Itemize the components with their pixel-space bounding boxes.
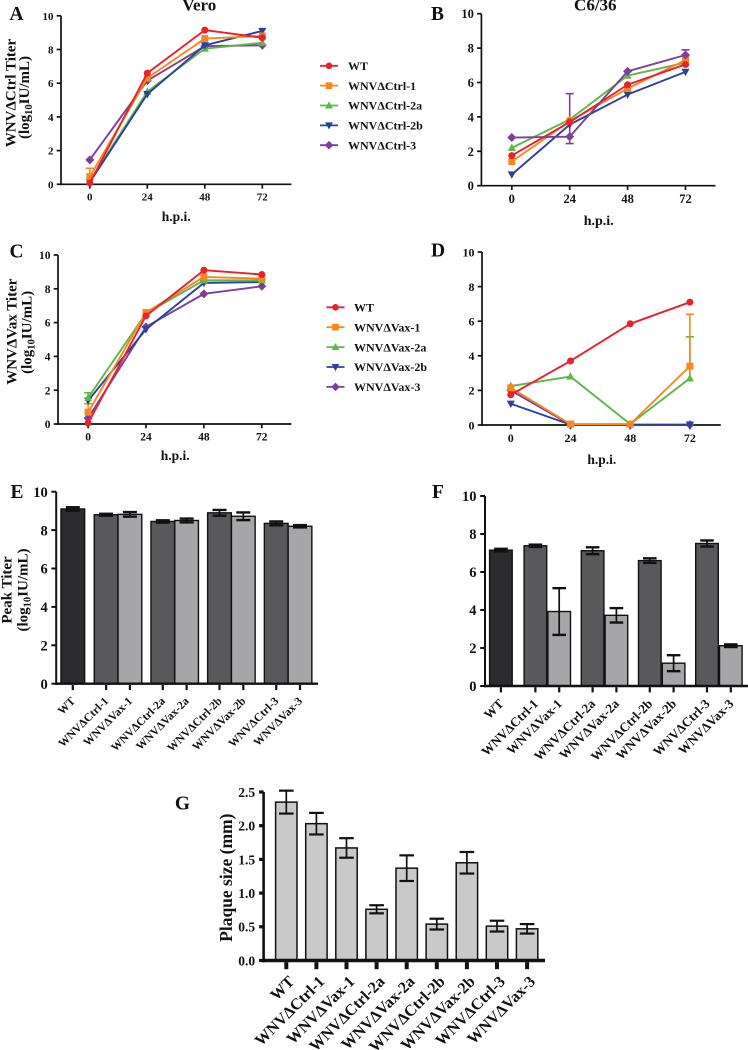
svg-text:B: B (431, 4, 444, 25)
svg-text:1.5: 1.5 (238, 852, 255, 867)
svg-text:10: 10 (43, 11, 55, 23)
svg-text:2.5: 2.5 (238, 785, 255, 800)
svg-text:24: 24 (142, 192, 154, 204)
svg-text:10: 10 (39, 250, 51, 262)
svg-text:4: 4 (48, 112, 54, 124)
svg-text:2: 2 (469, 384, 475, 398)
svg-text:0: 0 (509, 192, 515, 206)
svg-text:8: 8 (468, 42, 474, 56)
svg-text:0: 0 (469, 418, 475, 432)
svg-text:0: 0 (85, 432, 91, 444)
svg-text:WNVΔVax Titer: WNVΔVax Titer (4, 278, 20, 385)
svg-text:8: 8 (48, 45, 54, 57)
svg-text:10: 10 (463, 245, 475, 259)
svg-text:6: 6 (45, 318, 51, 330)
svg-text:WNVΔCtrl Titer: WNVΔCtrl Titer (3, 38, 19, 147)
svg-text:4: 4 (469, 603, 476, 619)
svg-text:4: 4 (45, 352, 51, 364)
svg-text:6: 6 (40, 562, 47, 578)
svg-text:2.0: 2.0 (238, 819, 255, 834)
svg-text:WNVΔCtrl-2a: WNVΔCtrl-2a (348, 99, 422, 113)
svg-text:1.0: 1.0 (238, 886, 255, 901)
svg-text:2: 2 (469, 641, 476, 657)
svg-text:24: 24 (140, 432, 152, 444)
svg-text:WT: WT (354, 301, 374, 315)
svg-text:72: 72 (257, 192, 269, 204)
svg-text:WNVΔCtrl-3: WNVΔCtrl-3 (348, 138, 416, 152)
svg-text:(log10IU/mL): (log10IU/mL) (16, 548, 34, 631)
svg-text:2: 2 (45, 385, 51, 397)
svg-text:10: 10 (462, 489, 477, 505)
svg-text:WNVΔVax-1: WNVΔVax-1 (354, 320, 420, 334)
svg-text:6: 6 (48, 78, 54, 90)
svg-text:8: 8 (469, 280, 475, 294)
svg-text:C6/36: C6/36 (574, 0, 617, 15)
svg-text:0.5: 0.5 (238, 920, 255, 935)
svg-text:48: 48 (624, 431, 636, 445)
svg-text:6: 6 (469, 565, 476, 581)
svg-text:0: 0 (45, 419, 51, 431)
svg-text:8: 8 (45, 284, 51, 296)
svg-text:0: 0 (87, 192, 93, 204)
svg-text:6: 6 (468, 76, 474, 90)
svg-text:10: 10 (33, 485, 48, 501)
svg-text:WNVΔVax-3: WNVΔVax-3 (354, 380, 420, 394)
svg-text:48: 48 (199, 192, 211, 204)
svg-text:72: 72 (256, 432, 268, 444)
svg-text:4: 4 (40, 600, 47, 616)
svg-text:E: E (10, 482, 23, 503)
svg-text:D: D (431, 241, 445, 262)
svg-text:h.p.i.: h.p.i. (162, 209, 191, 224)
svg-text:Vero: Vero (182, 0, 216, 15)
svg-text:WNVΔVax-2b: WNVΔVax-2b (354, 360, 427, 374)
svg-text:2: 2 (40, 639, 47, 655)
svg-text:0: 0 (469, 679, 476, 695)
svg-text:F: F (432, 482, 444, 503)
svg-text:h.p.i.: h.p.i. (161, 448, 190, 463)
svg-text:48: 48 (621, 192, 634, 206)
svg-text:0: 0 (468, 179, 474, 193)
svg-text:48: 48 (198, 432, 210, 444)
svg-text:h.p.i.: h.p.i. (584, 214, 614, 229)
svg-text:24: 24 (565, 431, 577, 445)
svg-text:0: 0 (48, 179, 54, 191)
svg-text:(log10IU/mL): (log10IU/mL) (20, 291, 38, 374)
svg-text:2: 2 (468, 145, 474, 159)
svg-text:WNVΔCtrl-1: WNVΔCtrl-1 (348, 79, 416, 93)
svg-text:4: 4 (468, 110, 475, 124)
svg-text:WNVΔCtrl-2b: WNVΔCtrl-2b (348, 119, 423, 133)
svg-text:2: 2 (48, 146, 54, 158)
svg-text:0: 0 (40, 677, 47, 693)
svg-text:WT: WT (348, 59, 368, 73)
svg-text:A: A (9, 4, 23, 25)
svg-text:8: 8 (469, 527, 476, 543)
svg-text:WNVΔVax-2a: WNVΔVax-2a (354, 340, 426, 354)
svg-text:4: 4 (469, 349, 475, 363)
svg-text:6: 6 (469, 315, 475, 329)
svg-text:10: 10 (461, 7, 474, 21)
svg-text:72: 72 (684, 431, 696, 445)
svg-text:(log10IU/mL): (log10IU/mL) (17, 56, 35, 139)
svg-text:G: G (175, 793, 190, 814)
svg-text:72: 72 (679, 192, 692, 206)
svg-text:0.0: 0.0 (238, 953, 255, 968)
svg-text:24: 24 (563, 192, 576, 206)
svg-text:C: C (9, 242, 23, 263)
svg-text:Plaque size (mm): Plaque size (mm) (216, 813, 236, 941)
svg-text:Peak Titer: Peak Titer (0, 556, 16, 624)
svg-text:h.p.i.: h.p.i. (587, 452, 616, 467)
svg-text:8: 8 (40, 523, 47, 539)
svg-text:0: 0 (508, 431, 514, 445)
